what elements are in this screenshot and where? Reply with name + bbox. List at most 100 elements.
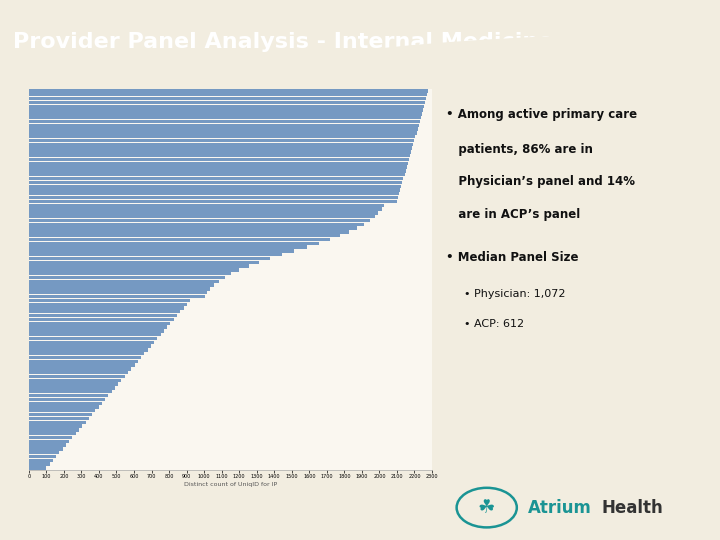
Bar — [29, 89, 428, 93]
Bar — [29, 326, 167, 329]
Bar — [29, 120, 420, 123]
Bar — [29, 257, 270, 260]
Bar — [29, 417, 89, 420]
Bar — [29, 432, 76, 435]
Bar — [29, 421, 86, 424]
X-axis label: Distinct count of UniqID for IP: Distinct count of UniqID for IP — [184, 482, 277, 487]
Bar — [29, 466, 46, 470]
Bar — [29, 215, 374, 218]
Bar — [29, 363, 135, 367]
Bar — [29, 443, 66, 447]
Bar — [29, 204, 384, 207]
Bar — [29, 207, 382, 211]
Bar — [29, 158, 409, 161]
Bar — [29, 253, 282, 256]
Bar — [29, 356, 141, 359]
Bar — [29, 154, 410, 157]
Bar — [29, 310, 180, 314]
Bar — [29, 394, 109, 397]
Bar — [29, 462, 50, 466]
Bar — [29, 116, 421, 119]
Bar — [29, 249, 294, 253]
Bar — [29, 93, 428, 97]
Text: Provider Panel Analysis - Internal Medicine: Provider Panel Analysis - Internal Medic… — [13, 32, 554, 52]
Bar — [29, 143, 413, 146]
Bar — [29, 413, 92, 416]
Bar — [29, 295, 204, 298]
Bar — [29, 192, 399, 195]
Bar — [29, 299, 190, 302]
Wedge shape — [245, 33, 720, 84]
Bar — [29, 390, 112, 394]
Bar — [29, 135, 415, 138]
Bar — [29, 386, 115, 390]
Bar — [29, 379, 122, 382]
Bar — [29, 345, 151, 348]
Bar — [29, 348, 148, 352]
Bar — [29, 424, 82, 428]
Bar — [29, 367, 131, 370]
Bar — [29, 371, 128, 374]
Text: are in ACP’s panel: are in ACP’s panel — [446, 208, 580, 221]
Bar — [29, 406, 99, 409]
Bar — [29, 458, 53, 462]
Text: • Median Panel Size: • Median Panel Size — [446, 251, 579, 264]
Bar — [29, 211, 379, 214]
Bar — [29, 284, 215, 287]
Bar — [29, 109, 423, 112]
Bar — [29, 185, 401, 188]
Bar — [29, 302, 186, 306]
Bar — [29, 226, 357, 230]
Bar — [29, 188, 400, 192]
Bar — [29, 241, 319, 245]
Bar — [29, 165, 407, 169]
Bar — [29, 101, 426, 104]
Bar — [29, 124, 419, 127]
Bar — [29, 261, 259, 264]
Bar — [29, 318, 174, 321]
Bar — [29, 200, 397, 203]
Bar — [29, 409, 95, 413]
Bar — [29, 150, 411, 153]
Bar — [29, 238, 330, 241]
Bar — [29, 131, 417, 134]
Bar — [29, 265, 248, 268]
Bar — [29, 382, 118, 386]
Bar — [29, 291, 207, 294]
Bar — [29, 428, 79, 431]
Bar — [29, 222, 364, 226]
Bar — [29, 169, 405, 173]
Bar — [29, 112, 422, 116]
Bar — [29, 173, 405, 177]
Bar — [29, 230, 349, 233]
Text: • ACP: 612: • ACP: 612 — [464, 319, 525, 329]
Bar — [29, 105, 424, 108]
Text: • Physician: 1,072: • Physician: 1,072 — [464, 289, 566, 299]
Bar — [29, 306, 184, 309]
Bar — [29, 321, 171, 325]
Text: patients, 86% are in: patients, 86% are in — [446, 143, 593, 156]
Bar — [29, 333, 161, 336]
Bar — [29, 280, 219, 283]
Bar — [29, 219, 370, 222]
Bar — [29, 196, 398, 199]
Bar — [29, 245, 307, 249]
Bar — [29, 341, 154, 344]
Bar — [29, 397, 105, 401]
Bar — [29, 402, 102, 405]
Bar — [29, 314, 177, 318]
Bar — [29, 146, 412, 150]
Bar — [29, 447, 63, 450]
Bar — [29, 161, 408, 165]
Text: Atrium: Atrium — [528, 498, 592, 517]
Bar — [29, 337, 158, 340]
Bar — [29, 181, 402, 184]
Bar — [29, 360, 138, 363]
Bar — [29, 268, 240, 272]
Bar — [29, 451, 59, 454]
Bar — [29, 97, 426, 100]
Bar — [29, 177, 403, 180]
Bar — [29, 352, 144, 355]
Text: Physician’s panel and 14%: Physician’s panel and 14% — [446, 176, 635, 188]
Bar — [29, 139, 414, 142]
